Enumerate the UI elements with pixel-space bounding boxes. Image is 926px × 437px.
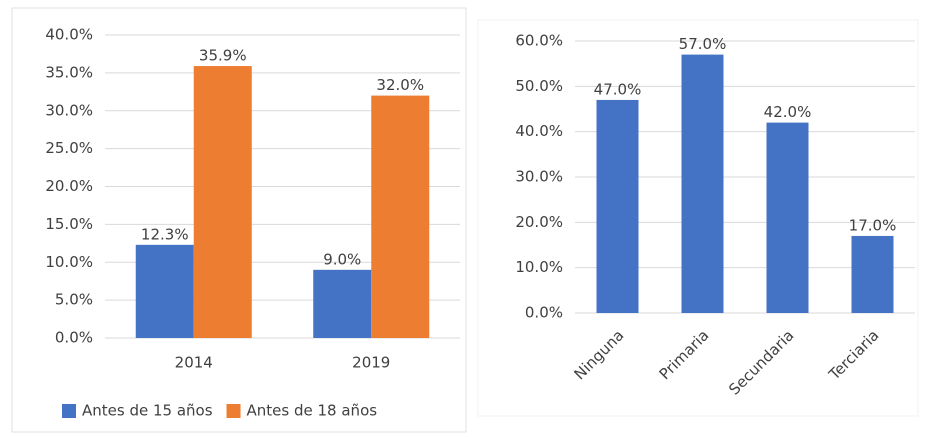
legend-label: Antes de 18 años [247,402,378,420]
legend-swatch [62,404,76,418]
legend-swatch [226,404,241,418]
y-tick-label: 30.0% [45,101,93,119]
data-label: 57.0% [679,35,727,53]
y-tick-label: 25.0% [45,139,93,157]
y-tick-label: 40.0% [45,26,93,44]
y-tick-label: 10.0% [515,258,563,276]
y-tick-label: 35.0% [45,63,93,81]
data-label: 17.0% [849,216,897,234]
x-tick-label: 2019 [352,354,390,372]
legend-label: Antes de 15 años [82,402,213,420]
x-tick-label: 2014 [175,354,213,372]
data-label: 42.0% [764,103,812,121]
data-label: 32.0% [376,76,424,94]
y-tick-label: 20.0% [515,213,563,231]
data-label: 9.0% [323,250,361,268]
y-tick-label: 0.0% [525,304,563,322]
bar [766,122,809,313]
bar [596,99,639,313]
y-tick-label: 0.0% [55,329,93,347]
y-tick-label: 10.0% [45,253,93,271]
bar [313,269,372,338]
bar [851,235,894,313]
data-label: 47.0% [594,80,642,98]
y-tick-label: 40.0% [515,122,563,140]
y-tick-label: 60.0% [515,32,563,50]
y-tick-label: 50.0% [515,77,563,95]
bar [193,66,252,339]
data-label: 35.9% [199,47,247,65]
y-tick-label: 30.0% [515,168,563,186]
bar [681,54,724,313]
y-tick-label: 20.0% [45,177,93,195]
y-tick-label: 5.0% [55,291,93,309]
bar [135,244,194,338]
y-tick-label: 15.0% [45,215,93,233]
data-label: 12.3% [141,225,189,243]
bar [371,95,430,338]
